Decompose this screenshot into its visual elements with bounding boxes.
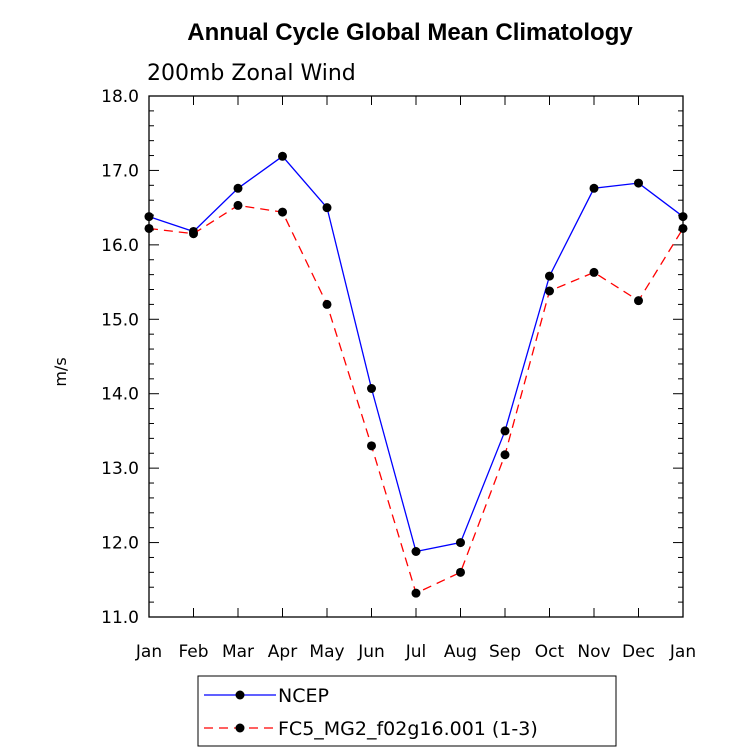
data-point [233,183,243,193]
data-point [322,299,332,309]
chart-subtitle: 200mb Zonal Wind [147,61,356,86]
y-tick-label: 11.0 [101,608,139,628]
x-tick-label: May [309,642,344,662]
data-point [144,223,154,233]
x-tick-label: Apr [268,642,297,662]
data-point [589,183,599,193]
data-point [411,588,421,598]
x-tick-label: Aug [444,642,477,662]
x-tick-label: Sep [489,642,521,662]
legend: NCEP FC5_MG2_f02g16.001 (1-3) [197,675,617,747]
y-tick-label: 14.0 [101,385,139,405]
x-tick-label: Jan [135,642,162,662]
data-point [545,286,554,296]
series-line [148,204,684,595]
data-point [634,296,643,306]
x-tick-label: Jun [357,642,385,662]
data-point [678,212,688,222]
x-tick-label: Mar [222,642,254,662]
x-tick-label: Dec [622,642,655,662]
data-point [589,267,599,277]
data-point [456,538,465,548]
y-tick-label: 15.0 [101,310,139,330]
data-point [278,151,287,161]
chart-title: Annual Cycle Global Mean Climatology [187,19,633,46]
legend-marker [235,690,245,700]
legend-label: FC5_MG2_f02g16.001 (1-3) [278,718,538,740]
x-tick-label: Nov [577,642,610,662]
x-tick-label: Feb [178,642,208,662]
data-point [144,212,154,222]
y-tick-label: 18.0 [101,87,139,107]
x-tick-label: Jan [669,642,696,662]
data-point [233,200,243,210]
y-tick-label: 12.0 [101,534,139,554]
data-point [545,271,554,281]
data-point [500,426,510,436]
y-tick-label: 13.0 [101,459,139,479]
y-tick-label: 17.0 [101,161,139,181]
series-1 [144,151,688,557]
legend-marker [235,723,245,733]
x-tick-label: Jul [405,642,427,662]
legend-item: NCEP [204,685,329,707]
data-point [500,450,510,460]
legend-label: NCEP [278,685,329,707]
data-point [322,203,332,213]
data-point [278,207,287,217]
data-point [678,223,688,233]
y-tick-label: 16.0 [101,236,139,256]
plot-frame [148,95,684,618]
data-point [367,384,376,394]
series-line [148,155,684,553]
y-axis-label: m/s [51,357,70,386]
legend-box [197,675,617,747]
data-point [189,229,198,239]
legend-item: FC5_MG2_f02g16.001 (1-3) [204,718,538,740]
x-tick-label: Oct [535,642,565,662]
data-point [456,567,465,577]
series-2 [144,200,688,598]
plot-area: Jan Feb Mar Apr May Jun Jul Aug Sep Oct Nov Dec Jan 1… [101,87,696,662]
data-point [367,441,376,451]
data-point [411,547,421,557]
data-point [634,178,643,188]
series-layer [144,151,688,598]
